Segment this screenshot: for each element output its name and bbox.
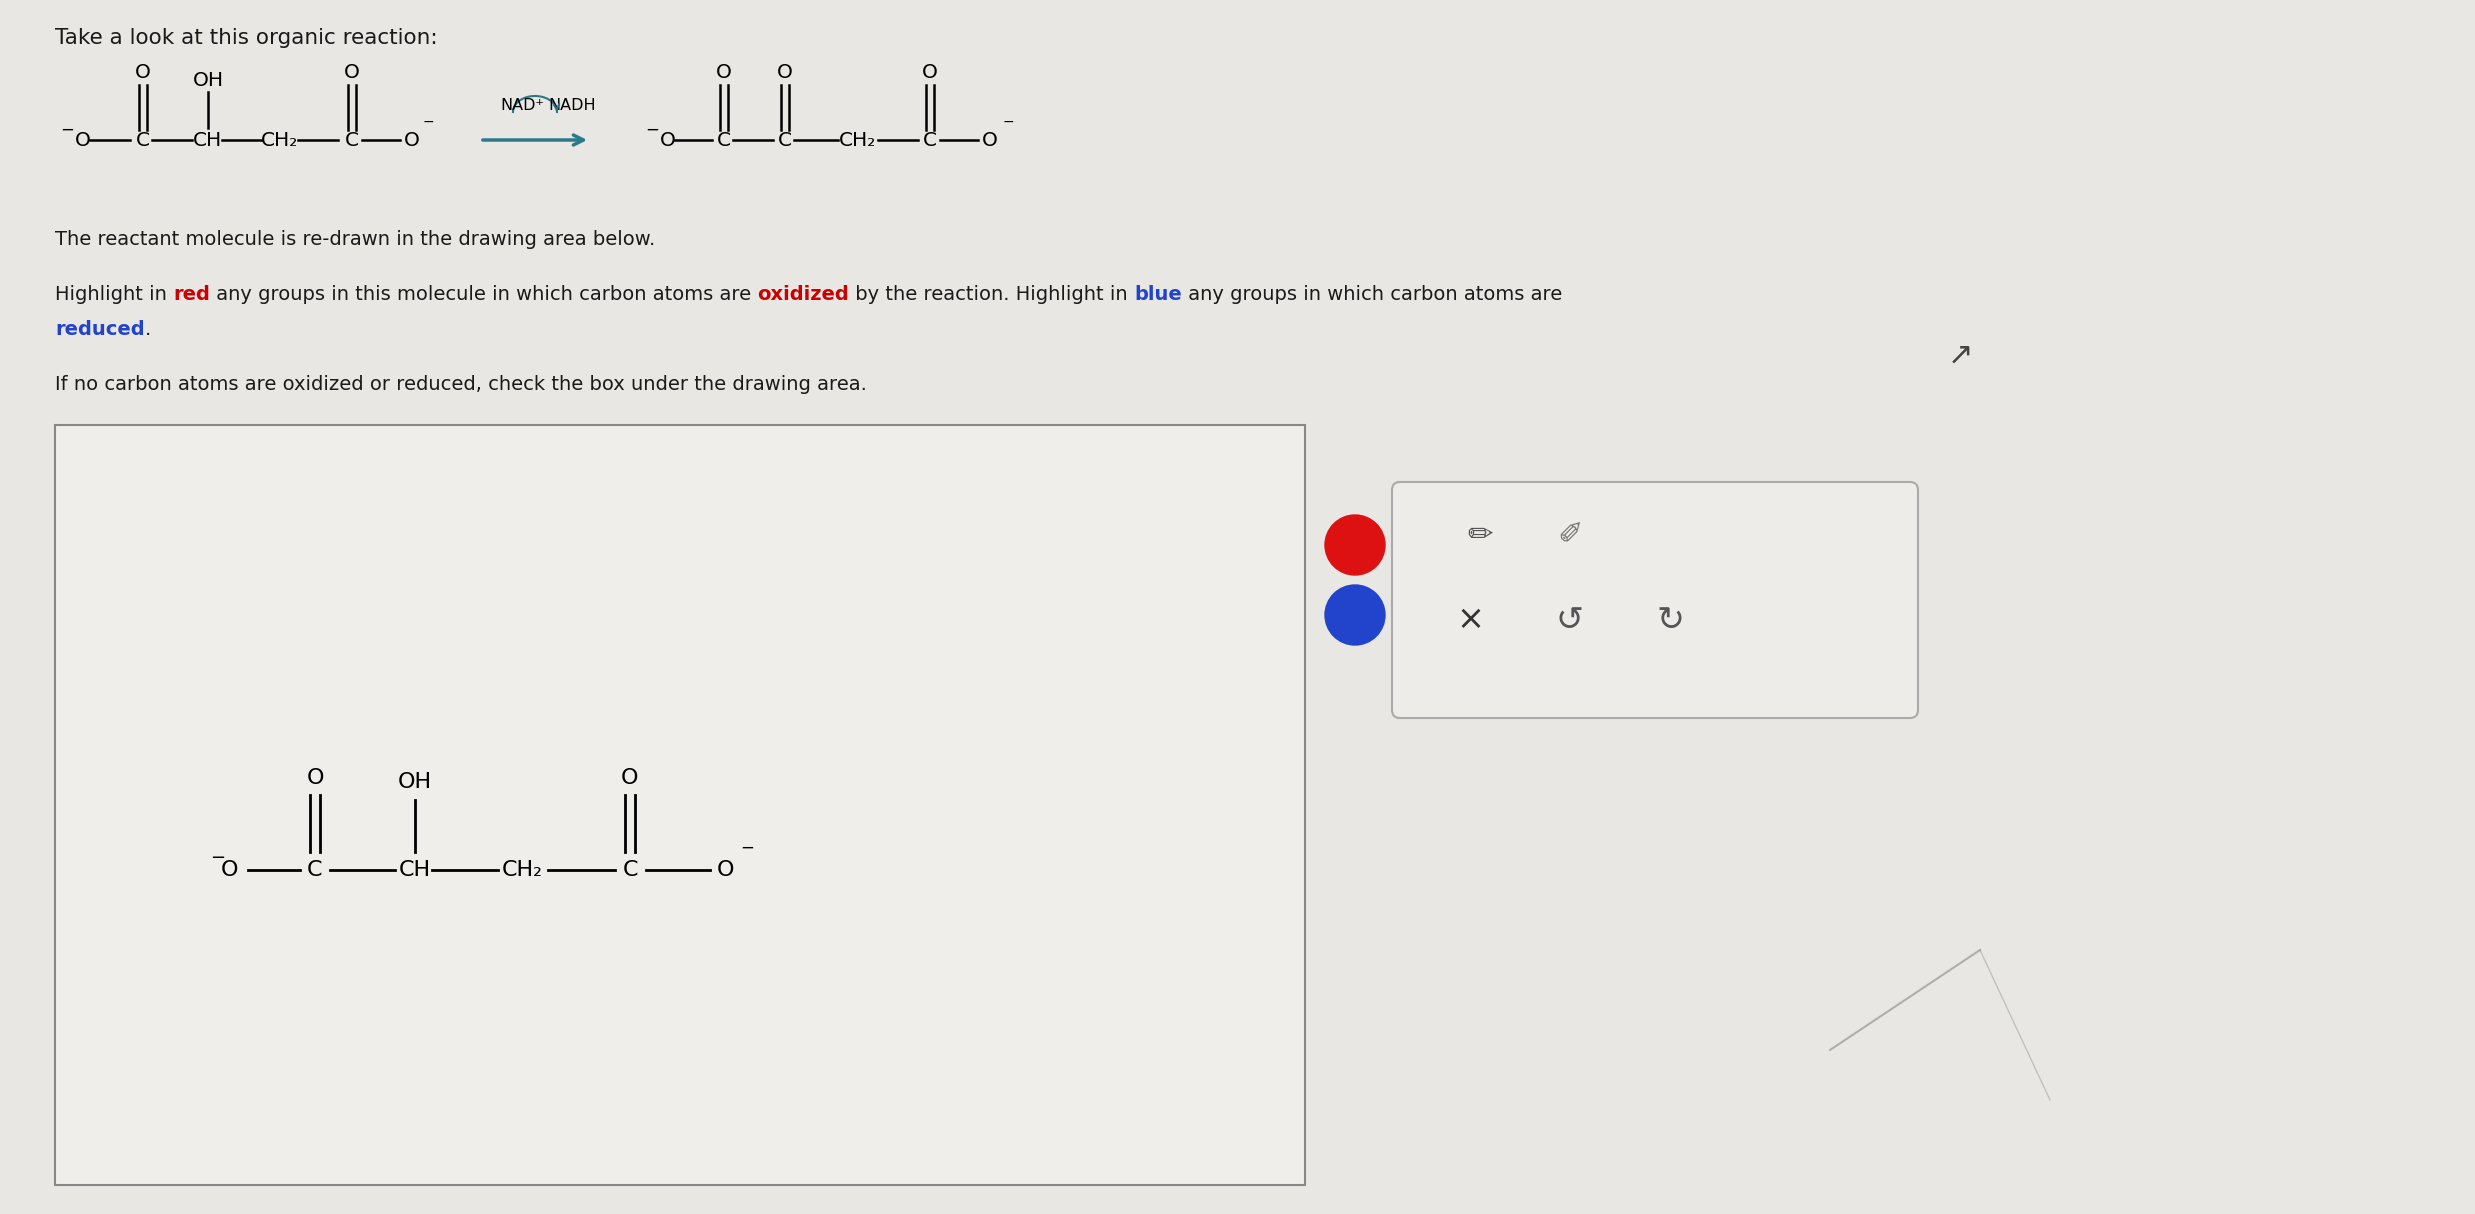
Text: O: O: [344, 62, 359, 81]
Text: ↗: ↗: [1948, 340, 1973, 369]
Text: OH: OH: [398, 772, 433, 792]
Text: O: O: [661, 130, 676, 149]
Text: ↻: ↻: [1656, 603, 1683, 636]
Text: CH: CH: [193, 130, 223, 149]
Text: C: C: [136, 130, 151, 149]
Text: O: O: [307, 768, 324, 788]
Text: ✐: ✐: [1557, 521, 1582, 550]
Text: O: O: [136, 62, 151, 81]
Text: any groups in this molecule in which carbon atoms are: any groups in this molecule in which car…: [210, 285, 757, 304]
Text: by the reaction. Highlight in: by the reaction. Highlight in: [849, 285, 1134, 304]
Text: ✏: ✏: [1468, 521, 1492, 550]
Text: ↺: ↺: [1557, 603, 1584, 636]
FancyBboxPatch shape: [54, 425, 1304, 1185]
Text: CH₂: CH₂: [502, 860, 542, 880]
Circle shape: [1324, 515, 1386, 575]
Text: .: .: [144, 320, 151, 339]
Text: O: O: [923, 62, 938, 81]
Text: O: O: [220, 860, 238, 880]
Text: C: C: [923, 130, 938, 149]
Text: −: −: [59, 121, 74, 138]
FancyBboxPatch shape: [1391, 482, 1918, 717]
Text: CH: CH: [398, 860, 431, 880]
Text: O: O: [715, 62, 733, 81]
Text: C: C: [344, 130, 359, 149]
Text: C: C: [621, 860, 639, 880]
Text: Take a look at this organic reaction:: Take a look at this organic reaction:: [54, 28, 438, 49]
Circle shape: [1324, 585, 1386, 645]
Text: O: O: [777, 62, 792, 81]
Text: NADH: NADH: [547, 97, 596, 113]
Text: O: O: [983, 130, 997, 149]
Text: O: O: [621, 768, 639, 788]
Text: O: O: [74, 130, 92, 149]
Text: C: C: [718, 130, 730, 149]
Text: red: red: [173, 285, 210, 304]
Text: −: −: [423, 115, 436, 129]
Text: NAD⁺: NAD⁺: [500, 97, 544, 113]
Text: ×: ×: [1455, 603, 1485, 636]
Text: OH: OH: [193, 70, 223, 90]
Text: oxidized: oxidized: [757, 285, 849, 304]
Text: −: −: [1002, 115, 1015, 129]
Text: If no carbon atoms are oxidized or reduced, check the box under the drawing area: If no carbon atoms are oxidized or reduc…: [54, 375, 866, 395]
Text: reduced: reduced: [54, 320, 144, 339]
Text: C: C: [777, 130, 792, 149]
Text: any groups in which carbon atoms are: any groups in which carbon atoms are: [1181, 285, 1562, 304]
Text: The reactant molecule is re-drawn in the drawing area below.: The reactant molecule is re-drawn in the…: [54, 229, 656, 249]
Text: −: −: [646, 121, 658, 138]
Text: −: −: [740, 839, 755, 857]
Text: O: O: [715, 860, 733, 880]
Text: C: C: [307, 860, 322, 880]
Text: Highlight in: Highlight in: [54, 285, 173, 304]
Text: CH₂: CH₂: [262, 130, 299, 149]
Text: blue: blue: [1134, 285, 1181, 304]
Text: −: −: [210, 849, 225, 867]
Text: O: O: [403, 130, 421, 149]
Text: CH₂: CH₂: [839, 130, 876, 149]
